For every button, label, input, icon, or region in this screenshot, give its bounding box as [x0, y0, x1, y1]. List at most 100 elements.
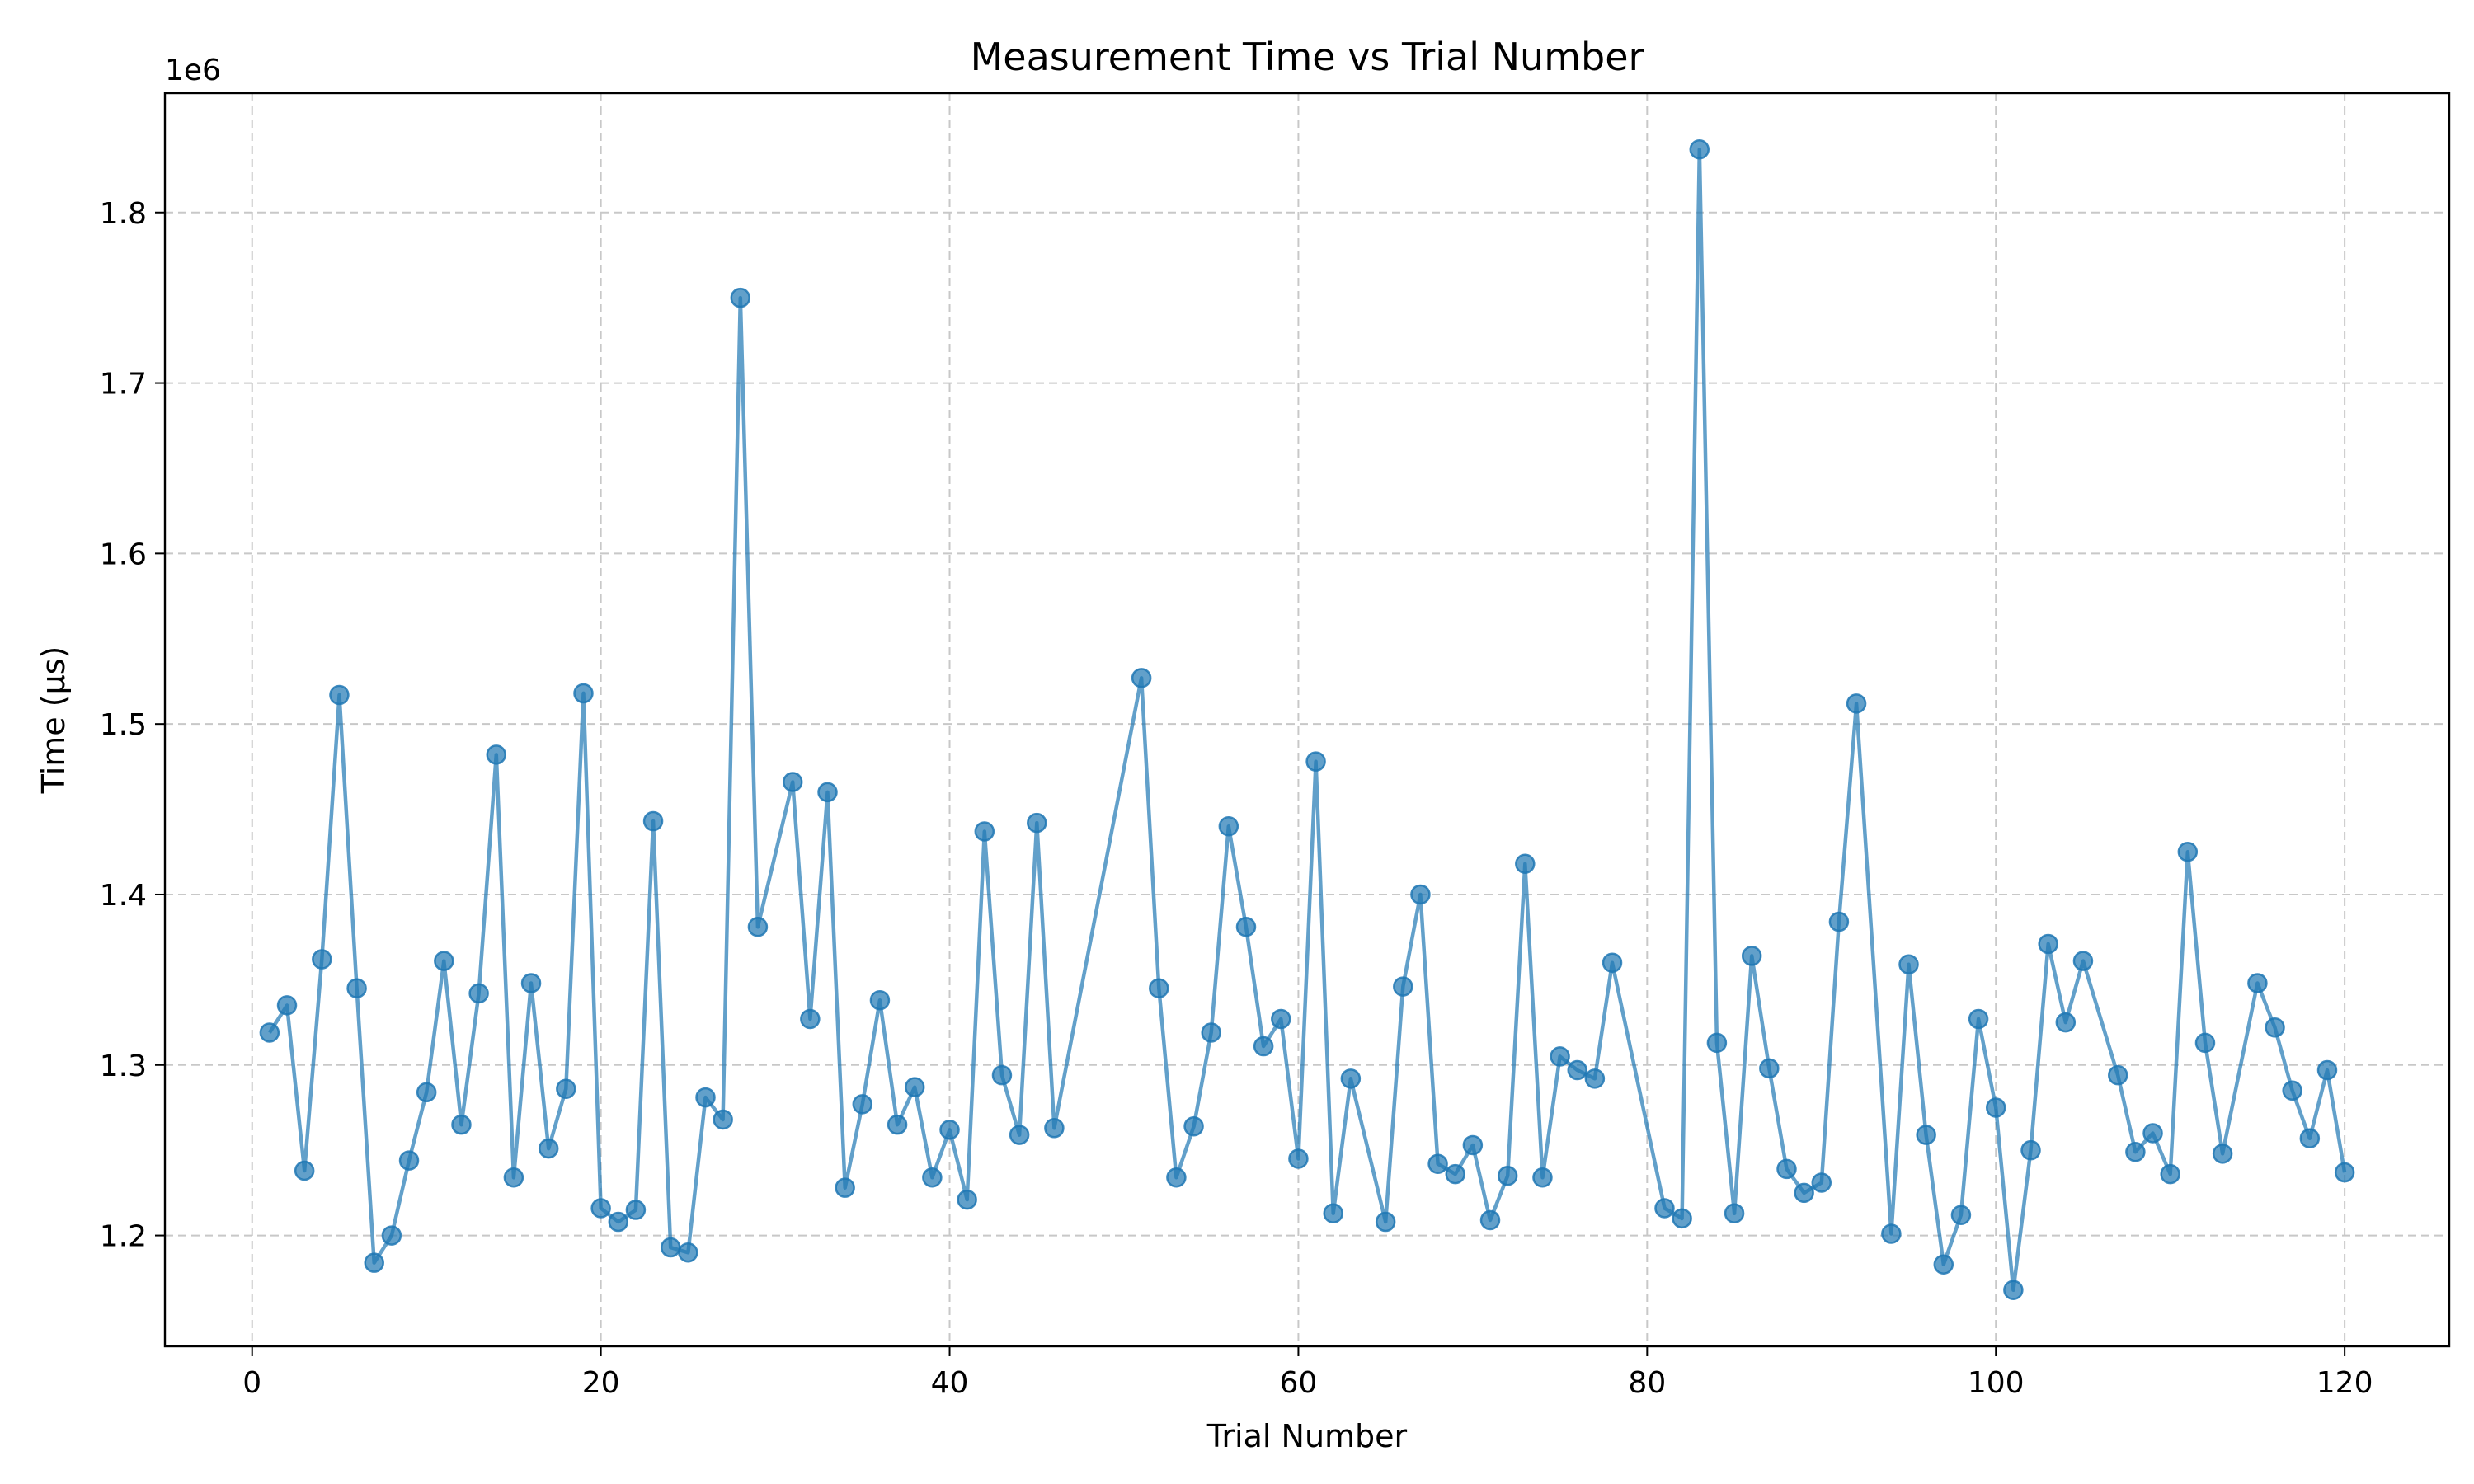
y-axis-offset-label: 1e6: [165, 54, 221, 87]
data-point: [1741, 946, 1762, 966]
data-point: [573, 683, 594, 704]
data-point: [730, 287, 751, 308]
data-point: [2055, 1012, 2077, 1033]
data-point: [1044, 1118, 1065, 1139]
data-point: [1131, 668, 1152, 688]
data-point: [329, 684, 350, 706]
data-point: [503, 1167, 524, 1188]
data-point: [1323, 1203, 1343, 1223]
data-point: [2020, 1139, 2041, 1161]
data-point: [1479, 1209, 1501, 1231]
data-point: [468, 983, 489, 1004]
data-point: [1881, 1223, 1902, 1244]
data-point: [713, 1109, 733, 1130]
x-tick-label: 120: [2316, 1366, 2373, 1400]
data-point: [1149, 978, 1169, 998]
data-point: [2072, 951, 2094, 971]
data-point: [1515, 853, 1536, 874]
data-point: [625, 1200, 647, 1220]
data-point: [2194, 1032, 2216, 1054]
data-point: [974, 821, 995, 842]
data-point: [1759, 1058, 1780, 1079]
x-axis-label: Trial Number: [1206, 1418, 1408, 1454]
data-point: [2038, 933, 2058, 955]
data-point: [642, 810, 664, 832]
y-tick-label: 1.6: [100, 538, 147, 571]
data-point: [2177, 842, 2199, 862]
data-point: [1672, 1208, 1692, 1229]
data-point: [2265, 1017, 2285, 1038]
data-point: [1375, 1211, 1396, 1233]
data-point: [957, 1189, 977, 1210]
series-layer: [259, 139, 2355, 1301]
data-point: [381, 1225, 402, 1246]
x-tick-label: 20: [582, 1366, 620, 1400]
y-axis-label: Time (µs): [35, 646, 72, 795]
data-point: [590, 1198, 611, 1219]
data-point: [416, 1082, 437, 1103]
y-tick-label: 1.8: [100, 197, 147, 231]
data-point: [276, 995, 298, 1016]
data-point: [1846, 693, 1867, 714]
x-tick-label: 100: [1968, 1366, 2025, 1400]
data-point: [2316, 1059, 2338, 1081]
data-point: [1235, 917, 1257, 937]
data-point: [259, 1022, 280, 1043]
data-point: [1950, 1205, 1972, 1226]
y-tick-label: 1.3: [100, 1050, 147, 1083]
plot-frame: [163, 92, 2451, 1348]
data-point: [1689, 139, 1710, 160]
data-point: [608, 1211, 629, 1233]
data-point: [294, 1160, 315, 1181]
x-tick-label: 60: [1280, 1366, 1318, 1400]
data-point: [1183, 1115, 1204, 1137]
x-tick-label: 40: [931, 1366, 969, 1400]
data-point: [1828, 911, 1850, 932]
data-point: [312, 949, 332, 970]
data-point: [2160, 1163, 2180, 1185]
data-point: [991, 1064, 1013, 1086]
data-point: [451, 1114, 472, 1135]
grid-lines: [165, 93, 2449, 1346]
data-point: [2125, 1141, 2146, 1162]
data-point: [1602, 952, 1623, 973]
data-point: [556, 1078, 576, 1099]
data-point: [1166, 1167, 1187, 1188]
data-point: [2299, 1128, 2321, 1148]
chart-title: Measurement Time vs Trial Number: [971, 35, 1644, 79]
data-point: [782, 772, 803, 792]
data-point: [486, 744, 507, 765]
axis-ticks: 0 20 40 60 80 100 120 1.2 1.3 1.4 1.5 1.6 1.7 1.8: [100, 197, 2373, 1400]
data-point: [852, 1094, 873, 1115]
y-tick-label: 1.5: [100, 708, 147, 742]
series-line: [268, 147, 2347, 1293]
data-point: [1933, 1254, 1954, 1275]
data-point: [1794, 1182, 1814, 1204]
data-point: [1497, 1165, 1518, 1186]
data-point: [1340, 1068, 1362, 1089]
data-point: [939, 1120, 960, 1140]
data-point: [1985, 1097, 2006, 1118]
data-point: [1916, 1125, 1936, 1145]
data-point: [1706, 1032, 1728, 1054]
data-point: [2107, 1064, 2128, 1086]
data-point: [1567, 1059, 1587, 1081]
data-point: [2142, 1123, 2163, 1144]
data-point: [1305, 751, 1326, 772]
data-point: [364, 1252, 384, 1273]
data-point: [434, 951, 454, 971]
data-point: [869, 989, 891, 1011]
y-tick-label: 1.2: [100, 1220, 147, 1254]
data-point: [904, 1077, 925, 1097]
x-tick-label: 0: [242, 1366, 261, 1400]
data-point: [1410, 884, 1431, 905]
data-point: [922, 1167, 943, 1188]
data-point: [835, 1177, 855, 1198]
data-point: [520, 973, 542, 993]
data-point: [346, 978, 367, 998]
data-point: [695, 1087, 716, 1108]
data-point: [398, 1150, 420, 1171]
x-tick-label: 80: [1628, 1366, 1666, 1400]
